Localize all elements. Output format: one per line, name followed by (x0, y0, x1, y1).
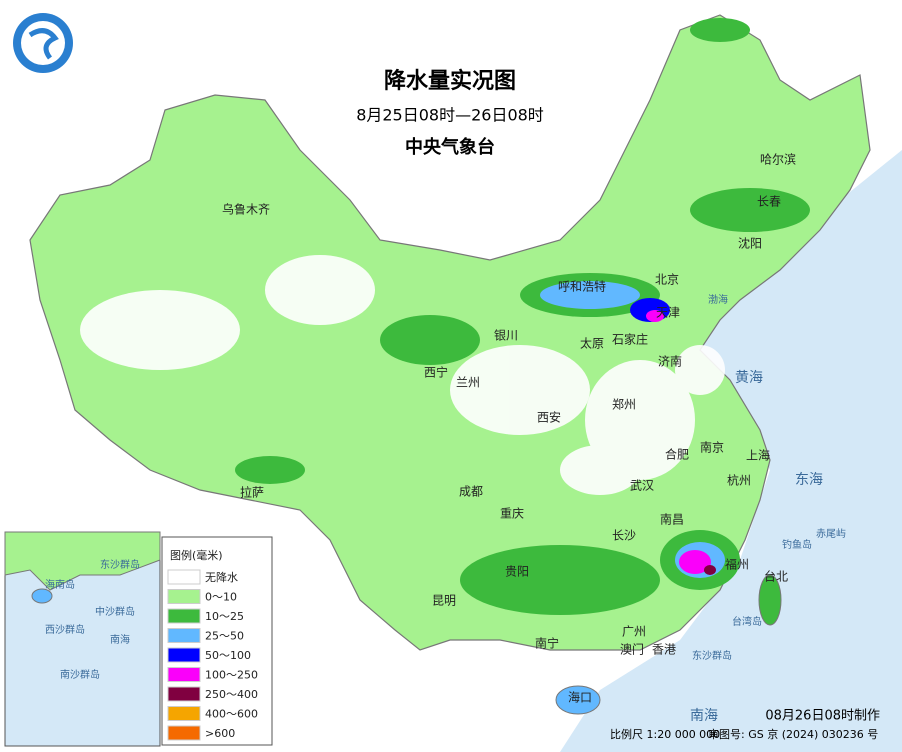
city: 香港 (652, 643, 676, 657)
city: 长沙 (612, 529, 636, 543)
city: 郑州 (612, 397, 636, 412)
city: 北京 (655, 273, 679, 287)
city: 西宁 (424, 365, 448, 380)
legend-items: 无降水 0～10 10～25 25～50 50～100 100～250 250～400 400… (167, 569, 258, 741)
logo-inner (21, 21, 65, 65)
legend-swatch (167, 569, 201, 585)
city: 银川 (494, 329, 518, 343)
inset-label: 南沙群岛 (60, 668, 100, 681)
inset-land (4, 531, 161, 591)
sea-label: 东沙群岛 (692, 649, 732, 662)
city: 太原 (580, 336, 604, 351)
legend-swatch (167, 725, 201, 741)
city: 拉萨 (240, 485, 264, 500)
city: 上海 (746, 448, 770, 463)
city: 天津 (656, 306, 680, 320)
legend-label: 10～25 (205, 610, 244, 623)
city: 昆明 (432, 594, 456, 608)
legend-label: 400～600 (205, 708, 258, 721)
sea (560, 150, 902, 752)
legend-label: 250～400 (205, 688, 258, 701)
sea-label: 黄海 (735, 369, 763, 386)
logo-mark (28, 28, 59, 60)
city: 哈尔滨 (760, 152, 796, 167)
inset-label: 西沙群岛 (45, 623, 85, 636)
sea-labels: 渤海 黄海 东海 南海 台湾岛 钓鱼岛 赤尾屿 东沙群岛 (690, 293, 846, 724)
legend-swatch (167, 628, 201, 643)
city: 南昌 (660, 512, 684, 527)
scale: 比例尺 1:20 000 000 (610, 727, 720, 741)
city: 兰州 (456, 376, 480, 390)
title: 降水量实况图 (384, 68, 516, 94)
city: 合肥 (665, 447, 689, 462)
sea-label: 台湾岛 (732, 615, 762, 628)
city: 台北 (764, 569, 788, 584)
legend-swatch (167, 706, 201, 721)
city: 武汉 (630, 479, 654, 493)
city: 济南 (658, 354, 682, 369)
sea-label: 钓鱼岛 (782, 538, 812, 551)
sea-label: 渤海 (708, 293, 728, 306)
city: 呼和浩特 (558, 279, 606, 294)
inset-label: 南海 (110, 633, 130, 646)
sea-label: 东海 (795, 472, 823, 488)
rain-areas (235, 18, 810, 615)
inset-hainan (31, 588, 53, 604)
sea-label: 南海 (690, 708, 718, 724)
legend-label: 100～250 (205, 669, 258, 682)
city: 贵阳 (505, 565, 529, 579)
city: 澳门 (620, 642, 644, 657)
city: 乌鲁木齐 (222, 202, 270, 217)
legend-label: 25～50 (205, 630, 244, 643)
city: 南宁 (535, 636, 559, 651)
hainan (555, 685, 601, 715)
approval: 审图号: GS 京 (2024) 030236 号 (708, 727, 878, 741)
legend-label: 0～10 (205, 591, 237, 604)
city: 沈阳 (738, 236, 762, 251)
inset-labels: 东沙群岛 西沙群岛 中沙群岛 南沙群岛 海南岛 南海 (45, 558, 140, 681)
legend-label: >600 (205, 727, 235, 740)
inset-label: 海南岛 (45, 578, 75, 591)
legend-label: 50～100 (205, 649, 251, 662)
legend-swatch (167, 686, 201, 702)
made-time: 08月26日08时制作 (765, 709, 880, 724)
inset-label: 中沙群岛 (95, 605, 135, 618)
legend-title: 图例(毫米) (170, 548, 223, 562)
city: 长春 (757, 195, 781, 209)
city: 南京 (700, 440, 724, 455)
inset-label: 东沙群岛 (100, 558, 140, 571)
city: 重庆 (500, 507, 524, 521)
legend-swatch (167, 647, 201, 663)
city: 广州 (622, 625, 646, 639)
legend-label: 无降水 (205, 570, 238, 584)
city: 石家庄 (612, 332, 648, 347)
sea-label: 赤尾屿 (816, 528, 846, 540)
no-rain-areas (80, 255, 725, 495)
city: 杭州 (727, 473, 751, 488)
city: 西安 (537, 410, 561, 425)
legend-swatch (167, 589, 201, 604)
taiwan (758, 574, 782, 626)
city-labels: 乌鲁木齐 哈尔滨 长春 沈阳 北京 天津 呼和浩特 银川 太原 石家庄 济南 西… (222, 152, 796, 705)
city: 海口 (568, 690, 592, 705)
legend-swatch (167, 608, 201, 624)
period: 8月25日08时—26日08时 (356, 106, 544, 125)
issuer: 中央气象台 (405, 136, 495, 158)
city: 福州 (725, 557, 749, 572)
city: 成都 (459, 485, 483, 499)
legend-swatch (167, 667, 201, 682)
